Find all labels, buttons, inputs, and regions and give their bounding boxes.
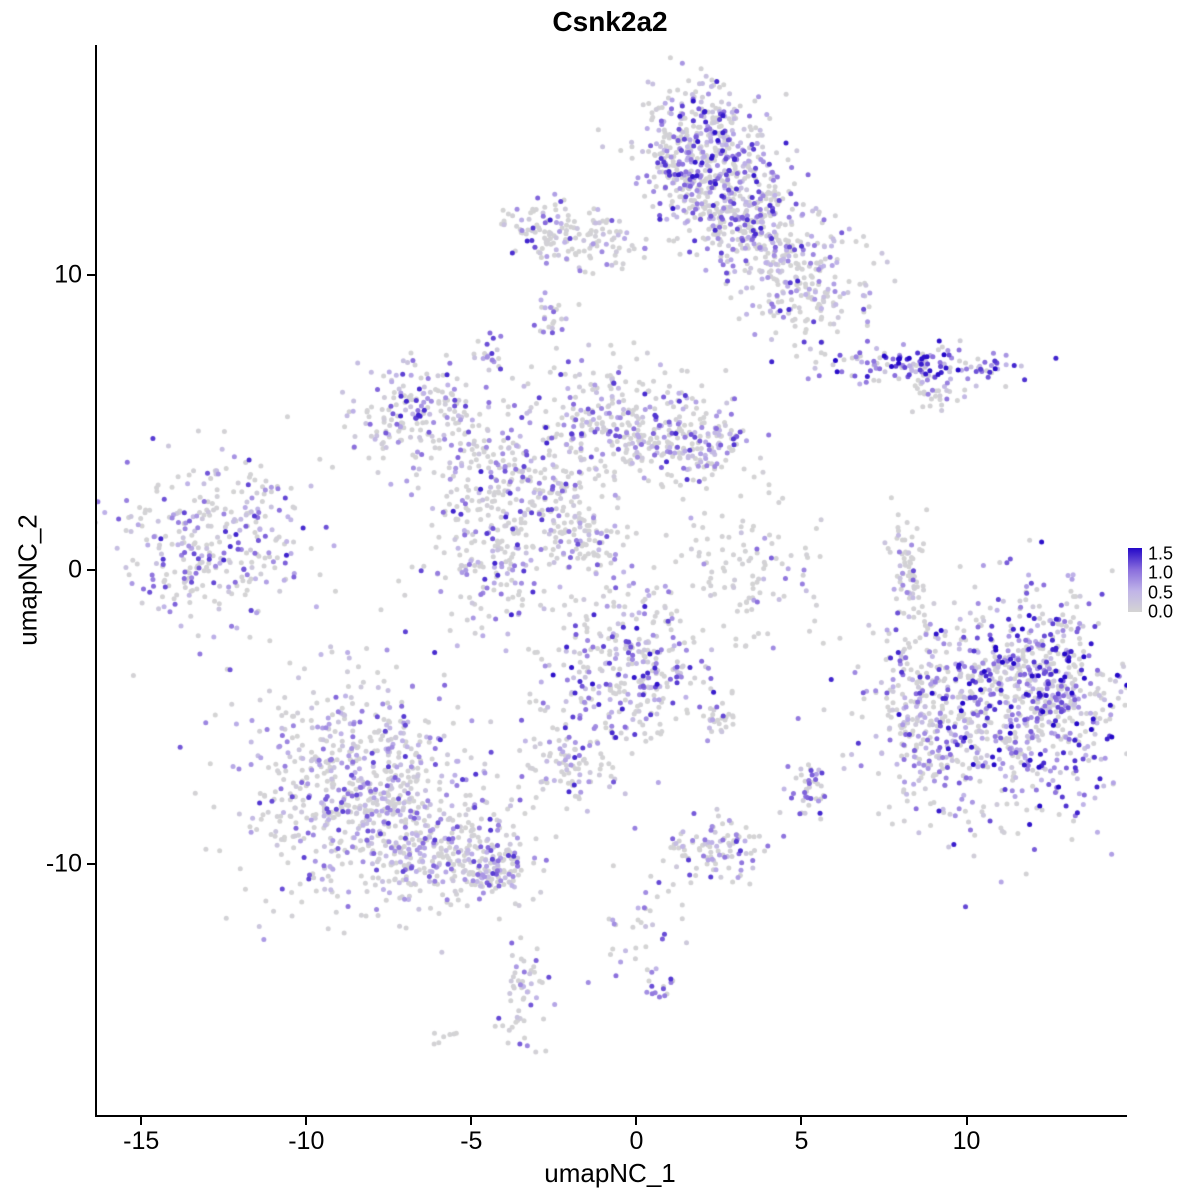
x-axis-tick-label: -10 <box>288 1127 325 1155</box>
x-axis-tick-label: 5 <box>794 1127 809 1155</box>
y-axis-title: umapNC_2 <box>12 514 43 646</box>
legend-tick-label: 1.0 <box>1148 562 1174 583</box>
umap-canvas <box>97 45 1127 1115</box>
x-axis-title: umapNC_1 <box>544 1158 676 1188</box>
x-axis-tick-label: 0 <box>629 1127 644 1155</box>
plot-panel <box>95 45 1127 1117</box>
plot-title: Csnk2a2 <box>552 6 668 37</box>
x-axis-tick-label: -15 <box>123 1127 160 1155</box>
legend-gradient-bar <box>1128 548 1142 612</box>
y-axis-tick <box>87 863 95 866</box>
x-axis-tick <box>470 1117 473 1125</box>
legend-tick-label: 0.0 <box>1148 601 1174 622</box>
legend-tick-label: 0.5 <box>1148 582 1174 603</box>
color-legend: 1.5 1.0 0.5 0.0 <box>1128 543 1198 622</box>
x-axis-tick <box>800 1117 803 1125</box>
x-axis-tick <box>635 1117 638 1125</box>
y-axis-tick-label: -10 <box>45 849 82 878</box>
x-axis-tick <box>965 1117 968 1125</box>
y-axis-tick <box>87 568 95 571</box>
x-axis-tick <box>305 1117 308 1125</box>
legend-tick-label: 1.5 <box>1148 543 1174 564</box>
y-axis-tick <box>87 273 95 276</box>
x-axis-tick <box>140 1117 143 1125</box>
y-axis-tick-label: 10 <box>54 260 82 289</box>
y-axis-tick-label: 0 <box>68 555 82 584</box>
x-axis-tick-label: 10 <box>952 1127 981 1155</box>
x-axis-tick-label: -5 <box>460 1127 483 1155</box>
